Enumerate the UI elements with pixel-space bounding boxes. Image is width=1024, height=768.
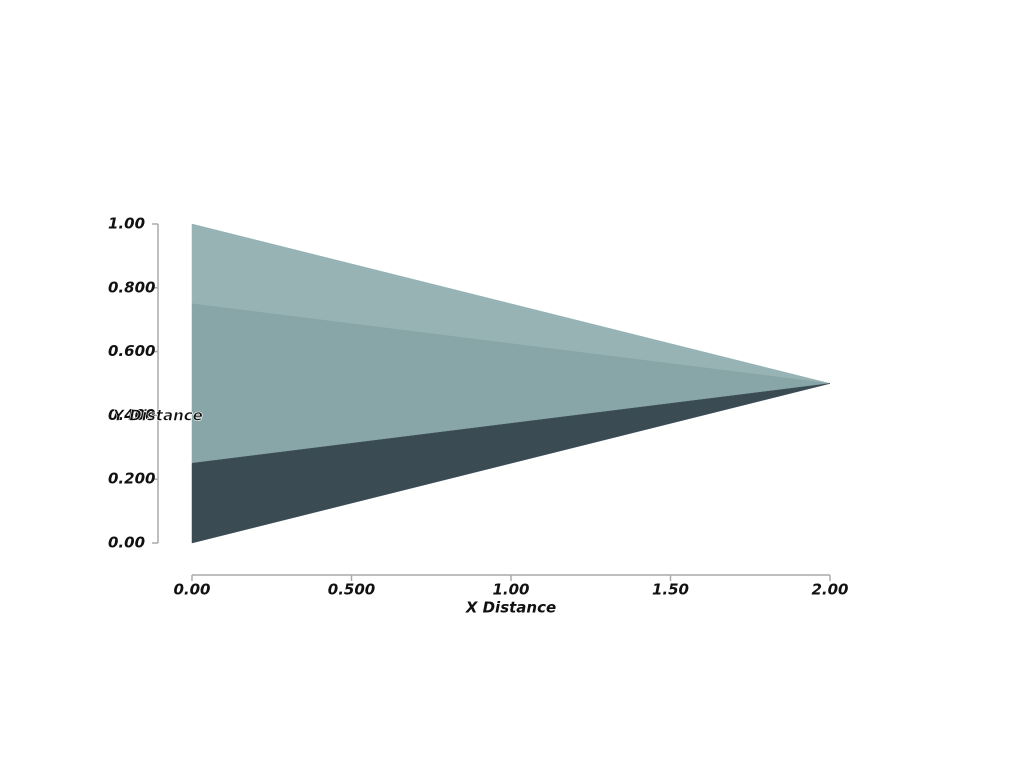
- x-tick-label: 1.50: [652, 581, 689, 599]
- y-tick-label: 1.00: [108, 215, 145, 233]
- y-tick-label: 0.800: [108, 278, 155, 296]
- x-tick-label: 1.00: [492, 581, 529, 599]
- x-tick-label: 0.500: [328, 581, 375, 599]
- mesh-cell: [191, 383, 831, 544]
- y-tick-label: 0.200: [108, 470, 155, 488]
- y-tick-label: 0.00: [108, 534, 145, 552]
- y-tick-label: 0.400: [108, 406, 155, 424]
- x-tick-label: 2.00: [811, 581, 848, 599]
- y-tick-label: 0.600: [108, 342, 155, 360]
- y-axis-label: Y Distance: [113, 407, 203, 425]
- x-tick-label: 0.00: [173, 581, 210, 599]
- x-axis-label: X Distance: [465, 599, 556, 617]
